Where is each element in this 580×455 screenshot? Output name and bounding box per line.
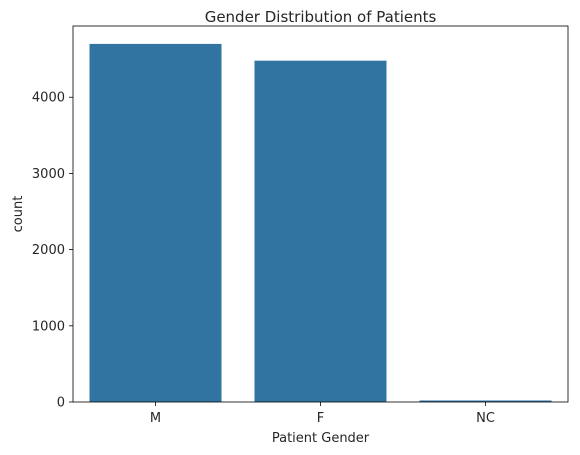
y-tick-label: 2000 <box>32 243 65 258</box>
bar-m <box>89 43 222 403</box>
x-tick-label: NC <box>476 411 495 426</box>
y-tick-label: 0 <box>57 396 65 411</box>
x-ticks-group: M F NC <box>150 402 495 426</box>
y-tick-label: 1000 <box>32 319 65 334</box>
y-axis-label: count <box>11 196 26 233</box>
y-tick-label: 4000 <box>32 91 65 106</box>
y-ticks-group: 0 1000 2000 3000 4000 <box>32 91 73 411</box>
x-axis-label: Patient Gender <box>272 431 370 446</box>
y-tick-label: 3000 <box>32 167 65 182</box>
bars-group <box>89 43 552 403</box>
x-tick-label: M <box>150 411 161 426</box>
chart-title: Gender Distribution of Patients <box>205 8 437 26</box>
plot-frame <box>72 25 569 403</box>
bar-nc <box>419 400 552 402</box>
x-tick-label: F <box>317 411 324 426</box>
bar-f <box>254 60 387 403</box>
